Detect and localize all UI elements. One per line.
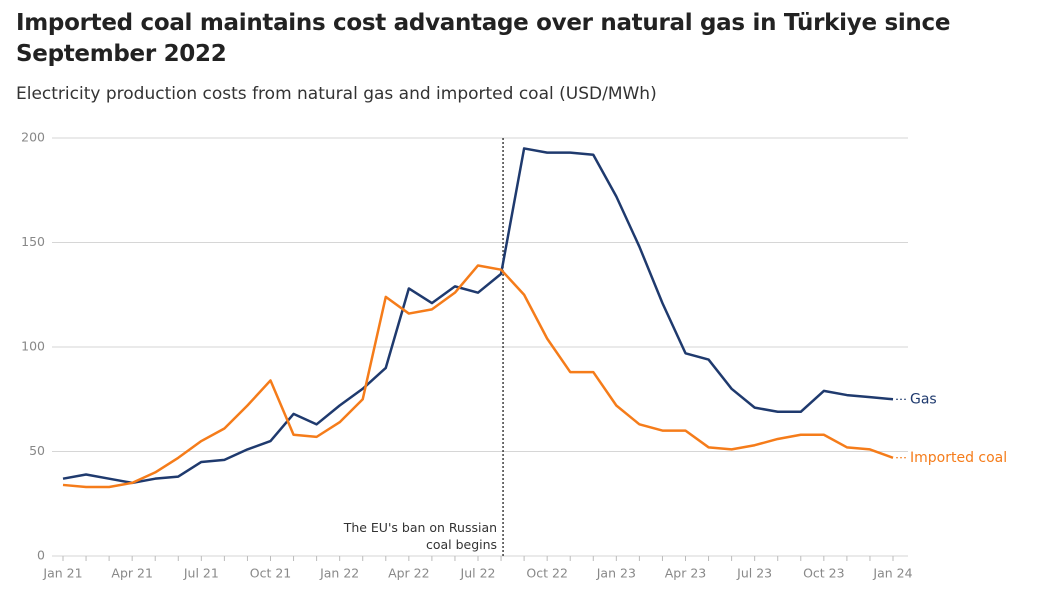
series-label: Imported coal bbox=[910, 450, 1007, 466]
x-tick-label: Jul 22 bbox=[460, 566, 496, 581]
chart-title: Imported coal maintains cost advantage o… bbox=[16, 10, 951, 67]
y-tick-label: 200 bbox=[21, 130, 45, 145]
x-tick-label: Apr 21 bbox=[111, 566, 153, 581]
series-line bbox=[62, 147, 894, 485]
x-tick-label: Oct 21 bbox=[250, 566, 292, 581]
x-tick-label: Jul 23 bbox=[736, 566, 772, 581]
annotation-line-text: The EU's ban on Russian bbox=[343, 520, 497, 535]
x-tick-label: Apr 22 bbox=[388, 566, 430, 581]
x-tick-label: Oct 23 bbox=[803, 566, 845, 581]
chart-subtitle: Electricity production costs from natura… bbox=[16, 84, 657, 104]
y-tick-label: 100 bbox=[21, 339, 45, 354]
x-tick-label: Jan 24 bbox=[872, 566, 912, 581]
y-tick-label: 150 bbox=[21, 234, 45, 249]
x-tick-label: Jan 21 bbox=[42, 566, 82, 581]
series-line bbox=[62, 264, 894, 489]
annotation: The EU's ban on Russian coal begins bbox=[343, 520, 497, 552]
y-tick-label: 50 bbox=[29, 443, 45, 458]
annotation-line-text: coal begins bbox=[426, 537, 497, 552]
x-tick-label: Jul 21 bbox=[183, 566, 219, 581]
x-tick-label: Jan 23 bbox=[596, 566, 636, 581]
y-tick-label: 0 bbox=[37, 548, 45, 563]
x-tick-label: Oct 22 bbox=[526, 566, 568, 581]
series-label: Gas bbox=[910, 391, 937, 407]
x-tick-label: Jan 22 bbox=[319, 566, 359, 581]
x-tick-label: Apr 23 bbox=[665, 566, 707, 581]
